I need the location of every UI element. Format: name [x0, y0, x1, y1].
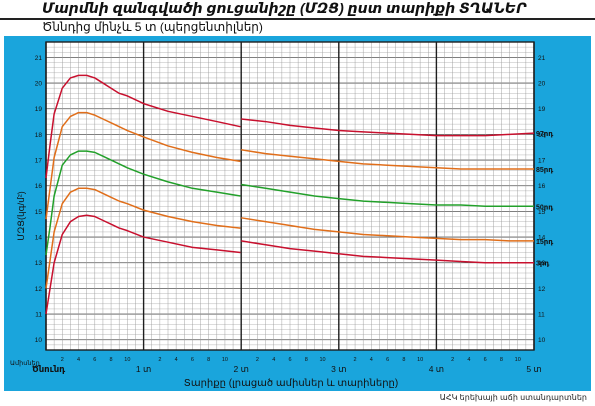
- x-tick-labels: Ծնունդ 1 տ 2 տ 3 տ 4 տ 5 տ 2 4 6 8 10 2 4 6 8 10 2 4 6 8 10 2…: [32, 357, 542, 374]
- bmi-chart: 10 10 11 11 12 12 13 13 14 14 15 15 16 16 17 17 18 18 19 19…: [10, 41, 553, 389]
- x-minor-tick-label: 6: [484, 357, 487, 363]
- series-line: [45, 150, 241, 256]
- y-tick-label-left: 11: [35, 312, 42, 319]
- series-line: [241, 240, 534, 264]
- x-major-tick-label: 5 տ: [526, 364, 541, 374]
- page-title: Մարմնի զանգվածի ցուցանիշը (ՄԶՑ) ըստ տարի…: [42, 0, 527, 16]
- y-tick-label-right: 19: [538, 106, 546, 113]
- x-minor-tick-label: 6: [288, 357, 291, 363]
- y-tick-label-left: 15: [35, 209, 43, 216]
- series-label: 85րդ: [536, 167, 553, 174]
- y-tick-label-right: 13: [538, 260, 546, 267]
- series-line: [45, 214, 241, 315]
- source-note: ԱՀԿ երեխայի աճի ստանդարտներ: [439, 393, 587, 402]
- y-tick-label-right: 11: [538, 312, 545, 319]
- series-labels: 97րդ 85րդ 50րդ 15րդ 3րդ: [536, 131, 553, 268]
- y-tick-label-right: 14: [538, 235, 546, 242]
- x-minor-tick-label: 8: [207, 357, 210, 363]
- series-label: 15րդ: [536, 239, 553, 246]
- page-subtitle: Ծննդից մինչև 5 տ (պերցենտիլներ): [42, 20, 263, 34]
- x-major-tick-label: 3 տ: [331, 364, 346, 374]
- y-tick-label-left: 20: [35, 81, 43, 88]
- x-major-tick-label: Ծնունդ: [32, 364, 65, 374]
- x-minor-tick-label: 4: [272, 357, 275, 363]
- series-line: [241, 118, 535, 137]
- y-tick-label-right: 18: [538, 132, 546, 139]
- x-minor-tick-label: 8: [305, 357, 308, 363]
- y-tick-label-left: 21: [35, 55, 43, 62]
- y-tick-label-left: 12: [35, 286, 43, 293]
- grid: [45, 41, 535, 351]
- x-major-tick-label: 2 տ: [234, 364, 249, 374]
- x-minor-tick-label: 10: [124, 357, 130, 363]
- series-line: [241, 149, 534, 170]
- y-tick-label-right: 17: [538, 158, 546, 165]
- y-tick-label-right: 12: [538, 286, 546, 293]
- plot-border: [45, 41, 535, 351]
- y-tick-label-left: 13: [35, 260, 43, 267]
- x-minor-tick-label: 10: [417, 357, 423, 363]
- y-tick-label-left: 18: [35, 132, 43, 139]
- x-minor-tick-label: 8: [402, 357, 405, 363]
- x-minor-tick-label: 2: [451, 357, 454, 363]
- y-tick-label-right: 10: [538, 337, 546, 344]
- x-minor-tick-label: 8: [110, 357, 113, 363]
- y-tick-labels: 10 10 11 11 12 12 13 13 14 14 15 15 16 16 17 17 18 18 19 19…: [35, 55, 546, 344]
- y-tick-label-left: 17: [35, 158, 43, 165]
- title-rule: [0, 18, 595, 20]
- x-minor-tick-label: 10: [319, 357, 325, 363]
- series-line: [45, 111, 241, 220]
- series-line: [45, 74, 241, 179]
- series-line: [241, 217, 534, 242]
- y-tick-label-left: 19: [35, 106, 43, 113]
- x-axis-label: Տարիքը (լրացած ամիսներ և տարիները): [184, 378, 398, 389]
- y-tick-label-right: 20: [538, 81, 546, 88]
- y-axis-label: ՄԶՑ(կգ/մ²): [16, 191, 26, 241]
- y-tick-label-left: 16: [35, 183, 43, 190]
- x-minor-tick-label: 8: [500, 357, 503, 363]
- x-unit-label: Ամիսներ: [10, 360, 40, 367]
- chart-panel: 10 10 11 11 12 12 13 13 14 14 15 15 16 16 17 17 18 18 19 19…: [4, 36, 591, 391]
- x-minor-tick-label: 4: [467, 357, 470, 363]
- y-tick-label-left: 10: [35, 337, 43, 344]
- x-minor-tick-label: 2: [61, 357, 64, 363]
- x-minor-tick-label: 6: [386, 357, 389, 363]
- x-major-tick-label: 4 տ: [429, 364, 444, 374]
- x-minor-tick-label: 4: [77, 357, 80, 363]
- y-tick-label-right: 21: [538, 55, 546, 62]
- series-line: [241, 183, 534, 208]
- x-minor-tick-label: 2: [158, 357, 161, 363]
- x-major-tick-label: 1 տ: [136, 364, 151, 374]
- series-label: 50րդ: [536, 204, 553, 211]
- y-tick-label-right: 15: [538, 209, 546, 216]
- x-minor-tick-label: 10: [222, 357, 228, 363]
- x-minor-tick-label: 6: [93, 357, 96, 363]
- x-minor-tick-label: 4: [175, 357, 178, 363]
- x-minor-tick-label: 4: [370, 357, 373, 363]
- series-label: 3րդ: [536, 261, 549, 268]
- series-lines: [45, 74, 535, 315]
- y-tick-label-left: 14: [35, 235, 43, 242]
- series-label: 97րդ: [536, 131, 553, 138]
- x-minor-tick-label: 6: [191, 357, 194, 363]
- x-minor-tick-label: 2: [256, 357, 259, 363]
- x-minor-tick-label: 10: [515, 357, 521, 363]
- y-tick-label-right: 16: [538, 183, 546, 190]
- series-line: [45, 187, 241, 289]
- x-minor-tick-label: 2: [354, 357, 357, 363]
